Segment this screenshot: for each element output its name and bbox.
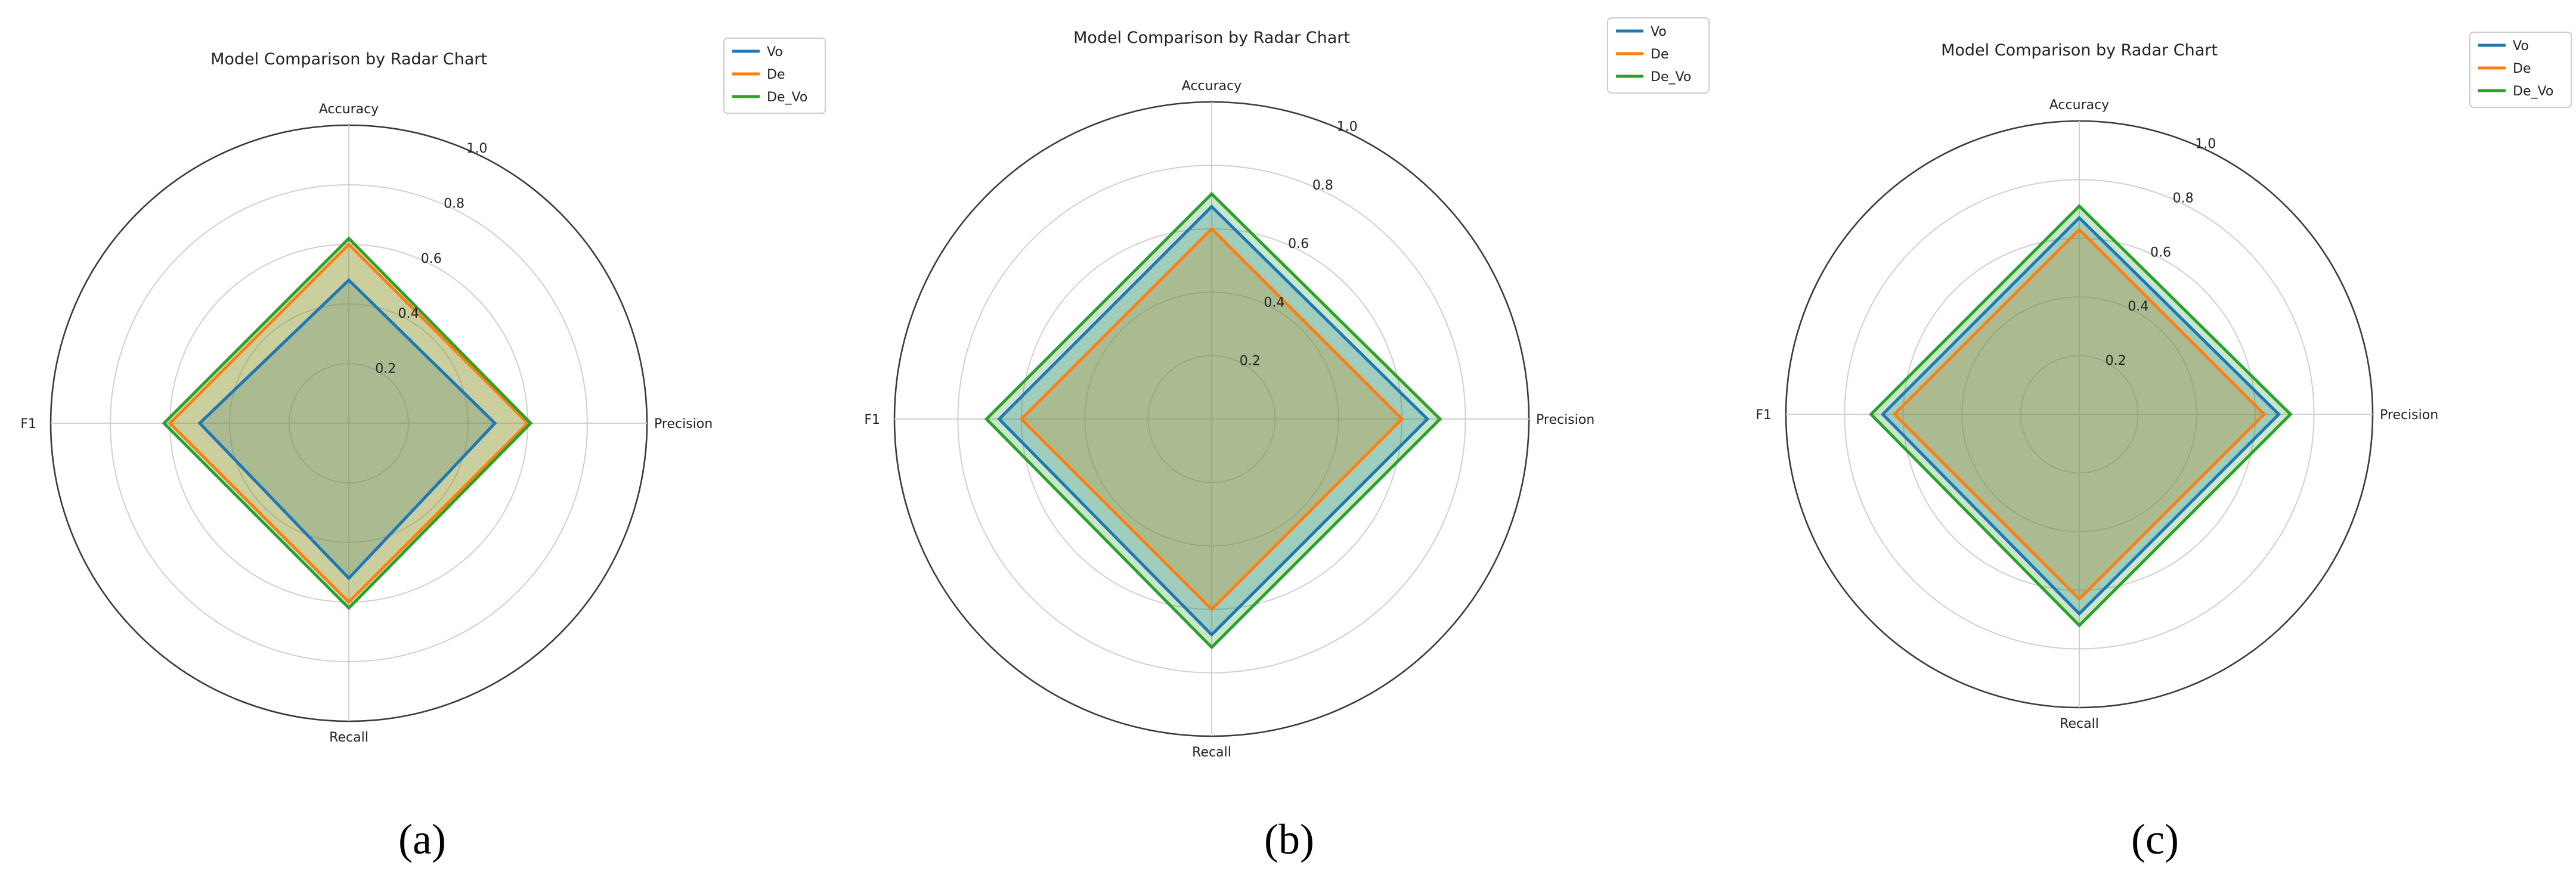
radar-axis-label-accuracy: Accuracy	[2049, 98, 2109, 113]
radar-line-de-vo	[1869, 204, 2293, 628]
legend-label-de-vo: De_Vo	[767, 90, 807, 105]
radar-area-de-vo	[986, 194, 1440, 647]
radar-panel: 0.2 0.4 0.6 0.8 1.0 Accuracy Precision Recall F1…	[20, 38, 826, 863]
radar-line-vo	[1880, 215, 2281, 616]
radar-tick-label: 1.0	[466, 141, 487, 156]
legend-label-vo: Vo	[767, 45, 783, 60]
legend-label-vo: Vo	[2513, 39, 2529, 54]
legend: Vo De De_Vo	[1607, 17, 1710, 94]
radar-axis-label-recall: Recall	[1192, 745, 1231, 760]
legend-label-vo: Vo	[1651, 24, 1667, 39]
legend-label-de-vo: De_Vo	[2513, 84, 2553, 99]
radar-tick-label: 0.4	[2128, 299, 2148, 314]
legend-box	[1607, 17, 1710, 94]
radar-axis-label-accuracy: Accuracy	[319, 102, 379, 117]
radar-axis-label-precision: Precision	[654, 417, 713, 432]
radar-axis-label-recall: Recall	[329, 730, 369, 745]
radar-area-de-vo	[164, 238, 531, 608]
radar-line-de	[1892, 227, 2267, 601]
radar-panel: 0.2 0.4 0.6 0.8 1.0 Accuracy Precision Recall F1…	[864, 17, 1710, 863]
legend: Vo De De_Vo	[2469, 32, 2572, 108]
radar-line-vo	[197, 278, 497, 581]
radar-tick-label: 1.0	[2195, 137, 2216, 151]
radar-tick-label: 0.2	[375, 362, 396, 377]
radar-tick-label: 0.4	[398, 306, 419, 321]
radar-line-de-vo	[162, 236, 533, 610]
radar-axis-label-f1: F1	[864, 412, 880, 427]
legend-label-de: De	[2513, 61, 2531, 76]
chart-title: Model Comparison by Radar Chart	[1941, 41, 2218, 60]
radar-line-de-vo	[984, 191, 1442, 650]
radar-line-vo	[997, 204, 1430, 637]
radar-line-de	[168, 242, 530, 604]
legend-box	[2469, 32, 2572, 108]
radar-tick-label: 0.6	[1288, 237, 1309, 252]
legend-label-de: De	[1651, 47, 1668, 62]
panel-caption: (c)	[2131, 815, 2179, 863]
radar-axis-label-f1: F1	[1755, 408, 1772, 423]
radar-tick-label: 0.4	[1264, 295, 1284, 310]
radar-area-vo	[200, 280, 495, 578]
radar-axis-label-precision: Precision	[2380, 408, 2438, 423]
radar-tick-label: 1.0	[1337, 119, 1358, 134]
radar-axis-label-recall: Recall	[2060, 716, 2099, 731]
radar-tick-label: 0.2	[1240, 354, 1261, 369]
radar-area-de-vo	[1871, 206, 2291, 626]
chart-title: Model Comparison by Radar Chart	[210, 50, 487, 69]
legend-label-de: De	[767, 67, 785, 82]
panel-caption: (b)	[1264, 815, 1314, 863]
legend-label-de-vo: De_Vo	[1651, 70, 1691, 85]
legend-box	[723, 38, 826, 114]
panel-caption: (a)	[398, 815, 446, 863]
radar-tick-label: 0.8	[2173, 191, 2194, 206]
radar-axis-label-accuracy: Accuracy	[1182, 79, 1241, 94]
radar-axis-label-precision: Precision	[1536, 412, 1594, 427]
radar-tick-label: 0.6	[421, 252, 442, 266]
radar-tick-label: 0.8	[444, 196, 465, 211]
radar-tick-label: 0.6	[2150, 245, 2171, 260]
radar-panel: 0.2 0.4 0.6 0.8 1.0 Accuracy Precision Recall F1…	[1755, 32, 2572, 863]
radar-tick-label: 0.8	[1312, 178, 1333, 193]
legend: Vo De De_Vo	[723, 38, 826, 114]
radar-axis-label-f1: F1	[20, 417, 36, 432]
chart-title: Model Comparison by Radar Chart	[1073, 29, 1350, 47]
radar-line-de	[1019, 227, 1404, 612]
radar-tick-label: 0.2	[2106, 353, 2126, 368]
